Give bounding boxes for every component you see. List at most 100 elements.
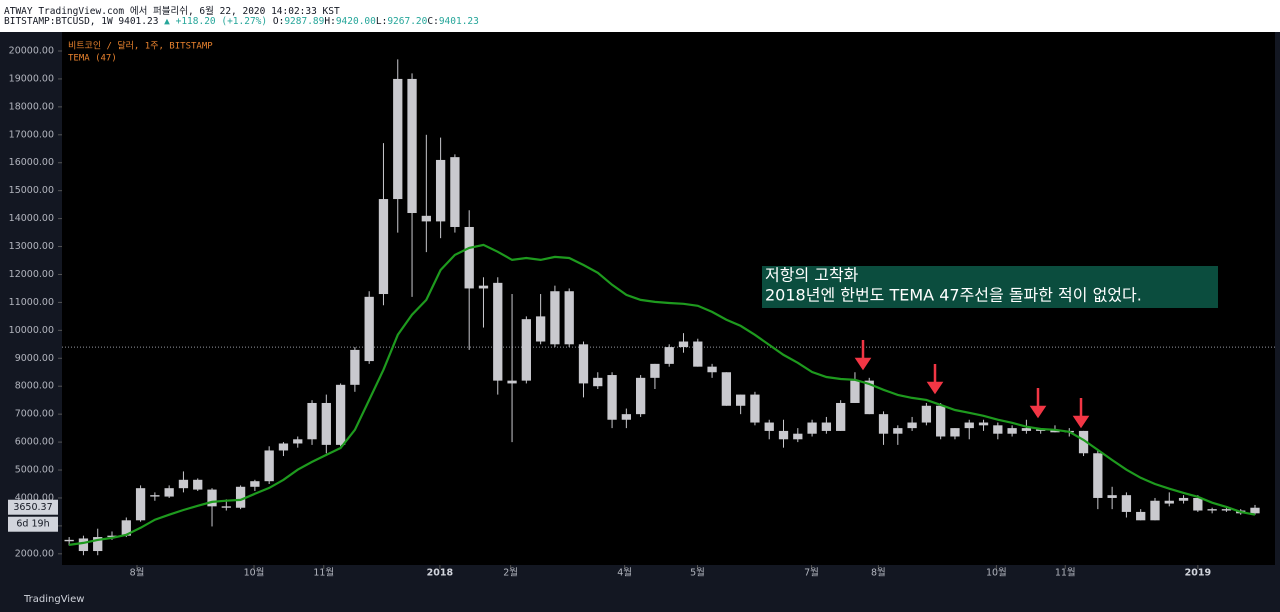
countdown-box: [8, 516, 58, 532]
price-label: 3650.37: [13, 502, 52, 513]
x-tick-label: 2019: [1185, 568, 1211, 579]
countdown: 6d 19h: [16, 519, 49, 530]
ohlc-value: 9267.20: [387, 16, 428, 27]
candle-body: [807, 422, 817, 434]
candle-body: [121, 520, 131, 536]
candle-body: [936, 405, 946, 437]
candle-body: [264, 450, 274, 482]
x-tick-label: 10월: [986, 567, 1007, 579]
y-tick-label: 6000.00: [15, 437, 54, 448]
candle-body: [435, 159, 446, 222]
y-tick-label: 5000.00: [15, 465, 54, 476]
candle-body: [864, 380, 874, 415]
candle-body: [764, 422, 774, 431]
candle-body: [421, 215, 431, 222]
candle-body: [1021, 428, 1032, 431]
candle-body: [1107, 495, 1117, 498]
candle-body: [250, 481, 260, 487]
x-tick-label: 5월: [690, 567, 705, 579]
candle-body: [693, 341, 703, 367]
candle-body: [821, 422, 832, 431]
y-tick-label: 4000.00: [15, 492, 54, 503]
candle-body: [164, 488, 174, 497]
candle-body: [664, 347, 674, 364]
arrow-head: [854, 357, 872, 371]
symbol-line: BITSTAMP:BTCUSD, 1W 9401.23 ▲ +118.20 (+…: [4, 16, 479, 27]
candle-body: [507, 380, 517, 384]
candle-body: [150, 495, 160, 497]
arrow-head: [926, 381, 944, 395]
candle-body: [1221, 509, 1232, 511]
candle-body: [350, 349, 360, 385]
candle-body: [607, 375, 617, 420]
tema-line: [68, 243, 1256, 546]
candle-body: [235, 486, 246, 508]
candle-body: [321, 402, 331, 445]
candle-body: [1150, 500, 1160, 521]
candle-body: [1050, 429, 1060, 433]
y-tick-label: 2000.00: [15, 548, 54, 559]
candle-body: [978, 422, 989, 426]
y-tick-label: 12000.00: [9, 269, 54, 280]
ohlc-value: 9420.00: [335, 16, 376, 27]
legend-tema: TEMA (47): [68, 54, 117, 64]
candle-body: [1250, 507, 1260, 514]
ohlc-label: O:: [272, 16, 285, 27]
candle-body: [393, 78, 403, 200]
y-tick-label: 10000.00: [9, 325, 54, 336]
candle-body: [921, 405, 932, 423]
candle-body: [750, 394, 760, 423]
candle-body: [307, 402, 317, 440]
price-label-box: [8, 499, 58, 515]
y-tick-label: 11000.00: [9, 297, 54, 308]
candle-body: [207, 489, 217, 507]
x-tick-label: 8월: [130, 567, 145, 579]
change: ▲ +118.20 (+1.27%): [164, 16, 268, 27]
candle-body: [1207, 509, 1217, 511]
candle-body: [221, 506, 231, 508]
published: ATWAY TradingView.com 에서 퍼블리쉬, 6월 22, 20…: [4, 6, 340, 17]
candle-body: [564, 291, 574, 345]
ohlc-value: 9287.89: [284, 16, 325, 27]
y-tick-label: 14000.00: [9, 213, 54, 224]
candle-body: [1136, 511, 1146, 521]
candle-body: [135, 488, 146, 521]
candle-body: [593, 377, 603, 387]
candle-body: [1178, 497, 1189, 501]
candle-body: [1078, 430, 1089, 454]
candle-body: [293, 439, 303, 444]
candle-body: [721, 372, 732, 406]
candle-body: [650, 363, 660, 378]
x-tick-label: 10월: [244, 567, 265, 579]
candle-body: [793, 433, 803, 440]
candle-body: [907, 422, 917, 429]
candle-body: [993, 425, 1003, 434]
candle-body: [1164, 500, 1174, 504]
candle-body: [78, 538, 89, 552]
x-tick-label: 7월: [804, 567, 819, 579]
x-tick-label: 2월: [503, 567, 518, 579]
y-tick-label: 13000.00: [9, 241, 54, 252]
ohlc: O:9287.89H:9420.00L:9267.20C:9401.23: [273, 16, 479, 27]
candle-body: [1007, 428, 1017, 434]
candle-body: [778, 430, 789, 440]
candle-body: [836, 402, 846, 431]
x-tick-label: 2018: [427, 568, 454, 579]
candle-body: [450, 157, 460, 227]
candle-body: [621, 414, 631, 420]
annotation-line: 저항의 고착화: [765, 266, 859, 285]
candle-body: [193, 479, 203, 490]
y-tick-label: 8000.00: [15, 381, 54, 392]
candle-body: [278, 443, 289, 451]
ohlc-label: L:: [375, 16, 388, 27]
ohlc-value: 9401.23: [438, 16, 479, 27]
legend-main: 비트코인 / 달러, 1주, BITSTAMP: [68, 40, 213, 52]
y-tick-label: 20000.00: [9, 45, 54, 56]
candle-body: [1036, 429, 1046, 431]
y-tick-label: 9000.00: [15, 353, 54, 364]
y-tick-label: 18000.00: [9, 101, 54, 112]
annotation-line: 2018년엔 한번도 TEMA 47주선을 돌파한 적이 없었다.: [765, 286, 1142, 305]
plot-layer: [62, 59, 1275, 556]
